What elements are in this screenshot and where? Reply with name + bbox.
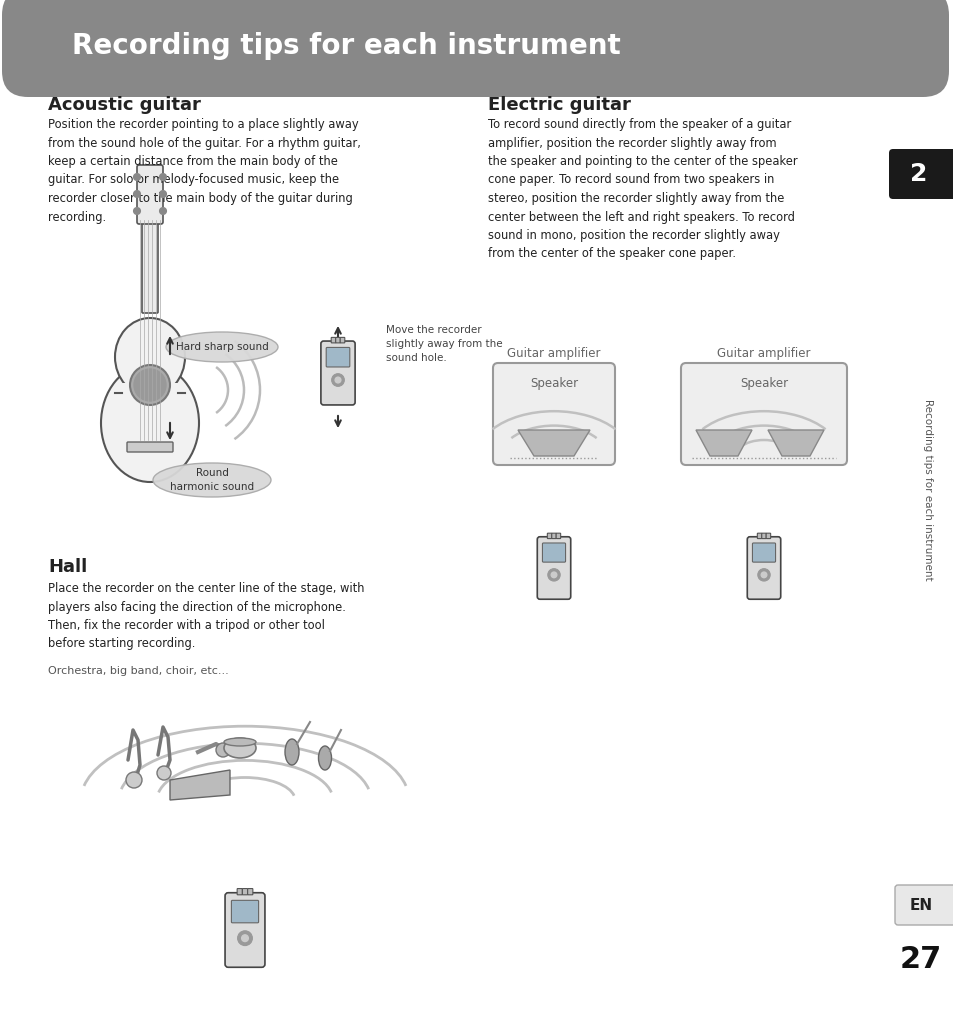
- Text: Speaker: Speaker: [740, 377, 787, 391]
- Circle shape: [159, 190, 167, 197]
- FancyBboxPatch shape: [752, 543, 775, 562]
- Text: Acoustic guitar: Acoustic guitar: [48, 96, 201, 114]
- Ellipse shape: [224, 738, 255, 746]
- Text: Electric guitar: Electric guitar: [488, 96, 630, 114]
- Circle shape: [215, 743, 230, 757]
- Text: 2: 2: [909, 162, 926, 186]
- Ellipse shape: [318, 746, 331, 770]
- Text: Round
harmonic sound: Round harmonic sound: [170, 469, 253, 492]
- Text: Orchestra, big band, choir, etc...: Orchestra, big band, choir, etc...: [48, 666, 229, 676]
- Circle shape: [547, 569, 559, 581]
- FancyBboxPatch shape: [137, 165, 163, 224]
- Circle shape: [335, 377, 340, 383]
- Polygon shape: [767, 430, 823, 456]
- Text: 27: 27: [899, 945, 942, 975]
- FancyBboxPatch shape: [326, 348, 350, 367]
- FancyBboxPatch shape: [2, 0, 948, 97]
- Circle shape: [130, 365, 170, 405]
- Text: Recording tips for each instrument: Recording tips for each instrument: [923, 399, 932, 581]
- FancyBboxPatch shape: [232, 900, 258, 923]
- Circle shape: [551, 572, 557, 578]
- Polygon shape: [517, 430, 589, 456]
- Text: Guitar amplifier: Guitar amplifier: [717, 347, 810, 360]
- Ellipse shape: [224, 738, 255, 758]
- Text: Position the recorder pointing to a place slightly away
from the sound hole of t: Position the recorder pointing to a plac…: [48, 118, 360, 223]
- Circle shape: [133, 174, 140, 180]
- Text: Guitar amplifier: Guitar amplifier: [507, 347, 600, 360]
- Text: EN: EN: [908, 897, 932, 913]
- FancyBboxPatch shape: [331, 338, 335, 343]
- FancyBboxPatch shape: [142, 216, 158, 313]
- Polygon shape: [170, 770, 230, 800]
- Bar: [122, 383, 178, 405]
- Ellipse shape: [166, 332, 277, 362]
- FancyBboxPatch shape: [542, 543, 565, 562]
- FancyBboxPatch shape: [127, 442, 172, 452]
- Text: To record sound directly from the speaker of a guitar
amplifier, position the re: To record sound directly from the speake…: [488, 118, 797, 261]
- FancyBboxPatch shape: [760, 533, 765, 538]
- Text: Place the recorder on the center line of the stage, with
players also facing the: Place the recorder on the center line of…: [48, 582, 364, 651]
- Circle shape: [332, 373, 344, 387]
- Circle shape: [159, 208, 167, 215]
- Ellipse shape: [152, 463, 271, 497]
- FancyBboxPatch shape: [680, 363, 846, 465]
- FancyBboxPatch shape: [335, 338, 340, 343]
- Ellipse shape: [101, 364, 199, 482]
- FancyBboxPatch shape: [493, 363, 615, 465]
- FancyBboxPatch shape: [556, 533, 560, 538]
- Circle shape: [760, 572, 766, 578]
- FancyBboxPatch shape: [237, 889, 242, 895]
- FancyBboxPatch shape: [537, 537, 570, 599]
- FancyBboxPatch shape: [894, 885, 953, 925]
- FancyBboxPatch shape: [547, 533, 551, 538]
- Text: Speaker: Speaker: [529, 377, 578, 391]
- FancyBboxPatch shape: [551, 533, 556, 538]
- Circle shape: [133, 369, 166, 401]
- FancyBboxPatch shape: [340, 338, 344, 343]
- Circle shape: [757, 569, 769, 581]
- FancyBboxPatch shape: [320, 341, 355, 405]
- Ellipse shape: [285, 739, 298, 765]
- Text: Move the recorder
slightly away from the
sound hole.: Move the recorder slightly away from the…: [386, 325, 502, 363]
- FancyBboxPatch shape: [242, 889, 248, 895]
- Circle shape: [159, 174, 167, 180]
- Ellipse shape: [115, 318, 185, 396]
- Circle shape: [133, 190, 140, 197]
- FancyBboxPatch shape: [765, 533, 770, 538]
- Polygon shape: [696, 430, 751, 456]
- FancyBboxPatch shape: [746, 537, 780, 599]
- Circle shape: [126, 772, 142, 788]
- FancyBboxPatch shape: [248, 889, 253, 895]
- FancyBboxPatch shape: [757, 533, 761, 538]
- Circle shape: [237, 931, 253, 945]
- Text: Recording tips for each instrument: Recording tips for each instrument: [71, 32, 620, 60]
- Text: Hall: Hall: [48, 558, 87, 576]
- Text: Hard sharp sound: Hard sharp sound: [175, 342, 268, 352]
- Circle shape: [241, 935, 248, 941]
- Circle shape: [133, 208, 140, 215]
- FancyBboxPatch shape: [888, 149, 953, 199]
- Circle shape: [157, 766, 171, 780]
- FancyBboxPatch shape: [225, 893, 265, 968]
